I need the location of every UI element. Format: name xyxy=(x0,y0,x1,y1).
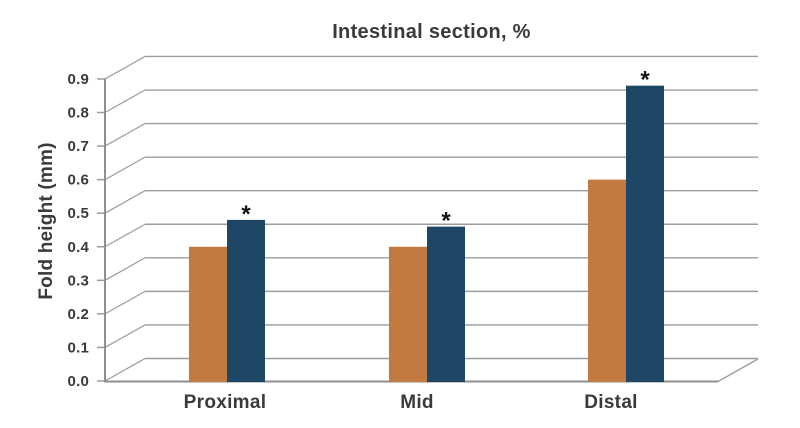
gridline-depth-segment xyxy=(104,55,146,80)
y-tick-label: 0.3 xyxy=(68,272,89,289)
gridline-depth-segment xyxy=(104,257,146,281)
significance-star-distal: * xyxy=(640,67,650,94)
category-label-proximal: Proximal xyxy=(184,392,267,413)
bar-distal-series2 xyxy=(626,85,664,382)
chart-title: Intestinal section, % xyxy=(332,21,531,43)
bar-mid-series1 xyxy=(389,246,427,382)
significance-star-mid: * xyxy=(441,208,451,235)
gridline-depth-segment xyxy=(104,223,146,248)
category-label-mid: Mid xyxy=(400,392,434,413)
y-tick-label: 0.1 xyxy=(68,339,89,356)
gridline-depth-segment xyxy=(104,324,146,348)
bar-distal-series1 xyxy=(588,179,626,382)
y-tick-label: 0.2 xyxy=(68,306,89,323)
bar-proximal-series1 xyxy=(189,246,227,382)
floor-right-edge xyxy=(717,358,759,383)
y-tick-label: 0.0 xyxy=(68,373,89,390)
y-tick-label: 0.6 xyxy=(68,172,89,189)
significance-star-proximal: * xyxy=(241,201,251,228)
gridline-depth-segment xyxy=(104,123,146,147)
gridline-depth-segment xyxy=(104,156,146,181)
gridline-depth-segment xyxy=(104,190,146,214)
bar-proximal-series2 xyxy=(227,219,265,382)
y-tick-label: 0.4 xyxy=(68,239,90,256)
bar-mid-series2 xyxy=(427,226,465,382)
y-tick-label: 0.9 xyxy=(68,71,89,88)
y-tick-label: 0.5 xyxy=(68,205,89,222)
category-label-distal: Distal xyxy=(584,392,638,413)
gridline-depth-segment xyxy=(104,357,146,382)
gridline-depth-segment xyxy=(104,89,146,114)
gridline-depth-segment xyxy=(104,290,146,315)
y-tick-label: 0.7 xyxy=(68,138,89,155)
y-tick-label: 0.8 xyxy=(68,105,89,122)
